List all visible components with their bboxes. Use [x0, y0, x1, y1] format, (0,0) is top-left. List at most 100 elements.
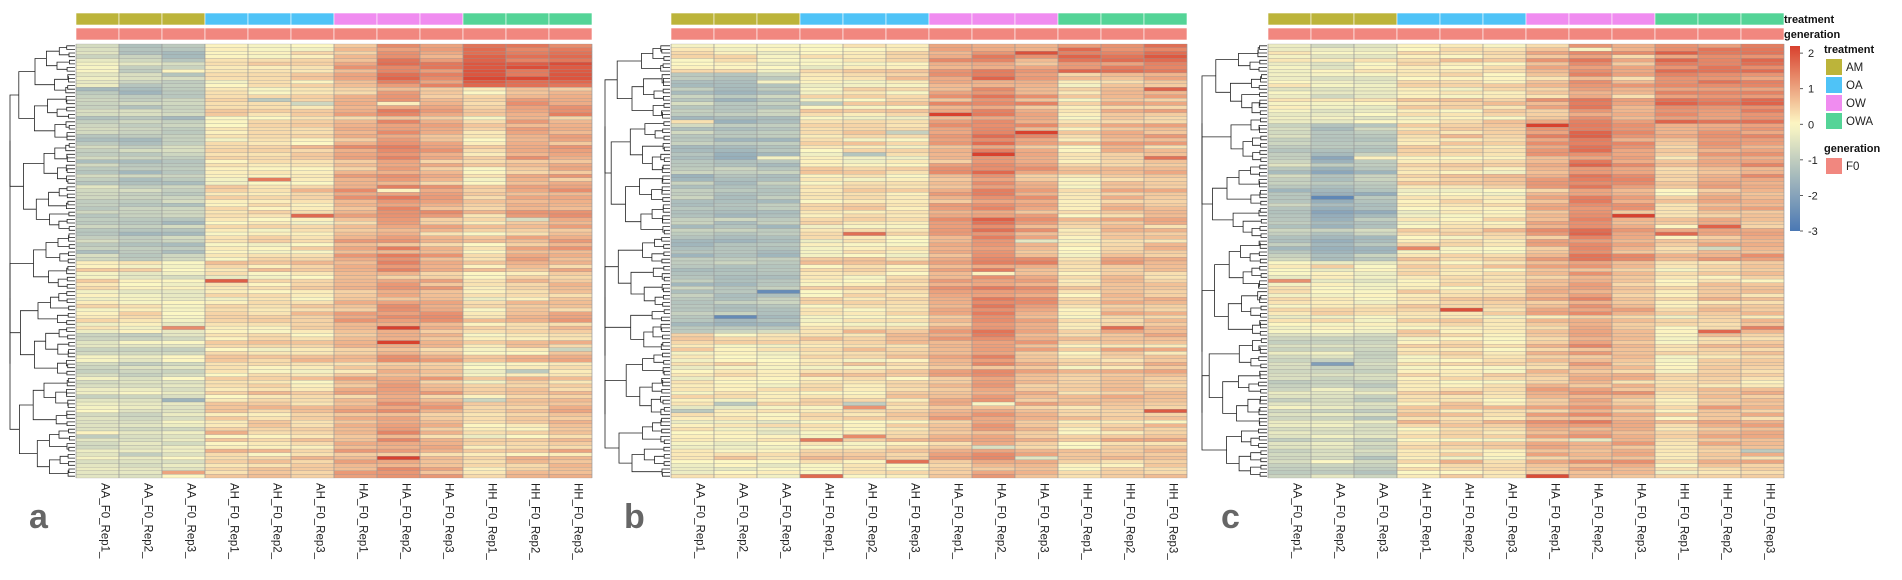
dendrogram-branch — [1241, 430, 1259, 443]
heatmap-cell — [1654, 203, 1699, 207]
heatmap-cell — [1697, 51, 1742, 55]
heatmap-cell — [713, 130, 758, 135]
heatmap-cell — [1482, 271, 1527, 276]
heatmap-cell — [1143, 94, 1188, 99]
heatmap-cell — [1740, 282, 1785, 287]
heatmap-cell — [1568, 206, 1613, 211]
heatmap-cell — [1568, 54, 1613, 59]
dendrogram-branch — [662, 342, 670, 347]
heatmap-cell — [1611, 159, 1656, 164]
heatmap-cell — [548, 90, 593, 95]
heatmap-cell — [971, 119, 1016, 124]
heatmap-cell — [161, 467, 206, 471]
heatmap-cell — [247, 163, 292, 168]
dendrogram-branch — [65, 96, 75, 103]
heatmap-cell — [290, 286, 335, 291]
heatmap-cell — [548, 434, 593, 439]
dendrogram-branch — [610, 141, 631, 205]
heatmap-cell — [928, 155, 973, 160]
dendrogram-branch — [59, 253, 69, 262]
heatmap-cell — [1267, 344, 1312, 348]
heatmap-cell — [971, 347, 1016, 352]
heatmap-cell — [505, 170, 550, 175]
heatmap-cell — [505, 210, 550, 215]
heatmap-cell — [799, 376, 844, 381]
heatmap-cell — [1014, 318, 1059, 323]
dendrogram-branch — [55, 415, 67, 425]
heatmap-cell — [1525, 441, 1570, 446]
heatmap-cell — [1057, 311, 1102, 316]
heatmap-cell — [548, 474, 593, 479]
heatmap-cell — [713, 260, 758, 265]
heatmap-cell — [971, 166, 1016, 171]
heatmap-cell — [1697, 264, 1742, 269]
heatmap-cell — [376, 365, 421, 370]
heatmap-cell — [462, 137, 507, 142]
heatmap-cell — [1310, 80, 1355, 84]
heatmap-cell — [1014, 246, 1059, 251]
heatmap-cell — [1439, 166, 1484, 171]
heatmap-cell — [1143, 72, 1188, 77]
heatmap-cell — [1353, 174, 1398, 178]
heatmap-cell — [1143, 340, 1188, 345]
heatmap-cell — [1439, 286, 1484, 291]
heatmap-cell — [462, 170, 507, 175]
heatmap-cell — [1697, 174, 1742, 178]
heatmap-cell — [204, 380, 249, 385]
heatmap-cell — [1654, 43, 1699, 48]
heatmap-cell — [204, 297, 249, 301]
heatmap-cell — [1697, 427, 1742, 432]
heatmap-cell — [1439, 297, 1484, 301]
heatmap-cell — [799, 336, 844, 341]
heatmap-cell — [333, 271, 378, 276]
heatmap-cell — [1740, 307, 1785, 312]
heatmap-cell — [1143, 231, 1188, 236]
dendrogram-branch — [57, 343, 69, 355]
dendrogram-branch — [58, 430, 70, 439]
heatmap-cell — [462, 430, 507, 435]
heatmap-cell — [1525, 206, 1570, 211]
heatmap-cell — [1100, 235, 1145, 240]
heatmap-cell — [333, 448, 378, 453]
heatmap-cell — [713, 467, 758, 471]
heatmap-cell — [1267, 412, 1312, 417]
heatmap-cell — [1654, 69, 1699, 74]
heatmap-cell — [928, 72, 973, 77]
dendrogram-branch — [642, 358, 664, 371]
heatmap-cell — [1143, 318, 1188, 323]
heatmap-cell — [1482, 300, 1527, 305]
heatmap-cell — [462, 391, 507, 395]
heatmap-cell — [670, 438, 715, 442]
heatmap-cell — [1396, 369, 1441, 374]
heatmap-cell — [75, 372, 120, 377]
heatmap-cell — [1014, 69, 1059, 74]
heatmap-cell — [1267, 228, 1312, 233]
heatmap-cell — [118, 94, 163, 99]
heatmap-cell — [1525, 184, 1570, 189]
heatmap-cell — [1100, 307, 1145, 312]
heatmap-cell — [799, 325, 844, 330]
heatmap-cell — [799, 286, 844, 291]
heatmap-cell — [713, 336, 758, 341]
heatmap-cell — [971, 94, 1016, 99]
heatmap-cell — [1740, 365, 1785, 370]
heatmap-cell — [1697, 141, 1742, 146]
heatmap-cell — [1740, 354, 1785, 359]
heatmap-cell — [1057, 177, 1102, 182]
heatmap-cell — [670, 155, 715, 160]
heatmap-cell — [756, 336, 801, 341]
heatmap-cell — [1057, 344, 1102, 348]
heatmap-cell — [971, 401, 1016, 406]
heatmap-cell — [548, 112, 593, 117]
heatmap-cell — [670, 289, 715, 294]
heatmap-cell — [1100, 112, 1145, 117]
heatmap-cell — [419, 246, 464, 251]
heatmap-cell — [204, 260, 249, 265]
heatmap-panel-a: AA_F0_Rep1_ AA_F0_Rep2_ AA_F0_Rep3_ AH_F0_R… — [9, 12, 593, 560]
heatmap-cell — [799, 203, 844, 207]
heatmap-cell — [885, 286, 930, 291]
heatmap-cell — [1310, 474, 1355, 479]
heatmap-cell — [419, 470, 464, 475]
heatmap-cell — [505, 438, 550, 442]
heatmap-cell — [1267, 318, 1312, 323]
